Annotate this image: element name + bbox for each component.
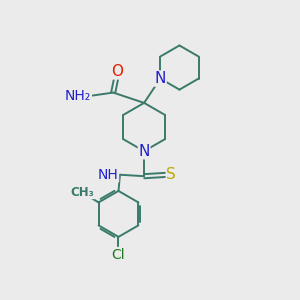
Text: N: N (154, 71, 166, 86)
Text: CH₃: CH₃ (70, 186, 94, 199)
Text: S: S (166, 167, 176, 182)
Text: Cl: Cl (112, 248, 125, 262)
Text: NH₂: NH₂ (65, 88, 91, 103)
Text: NH: NH (98, 168, 118, 182)
Text: O: O (112, 64, 124, 79)
Text: N: N (138, 144, 150, 159)
